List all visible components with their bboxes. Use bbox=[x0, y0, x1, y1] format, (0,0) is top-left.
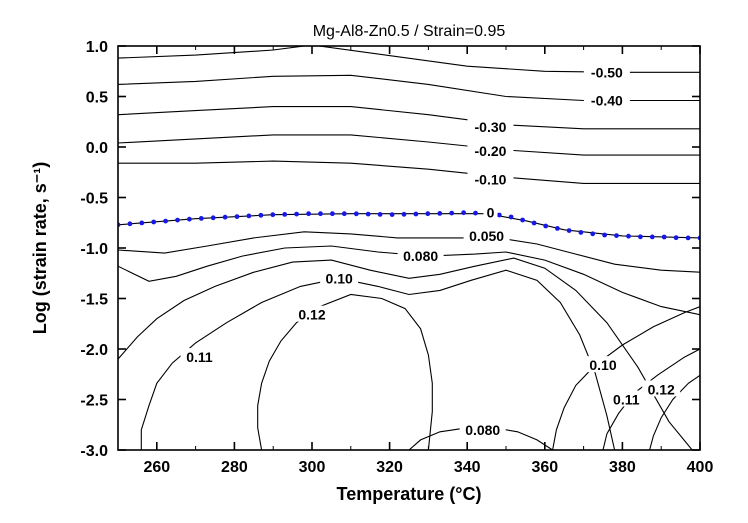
x-tick-label: 300 bbox=[299, 459, 326, 476]
contour-label: 0.11 bbox=[186, 349, 213, 365]
contour-label: 0.12 bbox=[648, 381, 675, 397]
zero-contour-dot bbox=[614, 233, 619, 238]
zero-contour-dot bbox=[497, 213, 502, 218]
contour-label: 0.080 bbox=[403, 248, 438, 264]
contour-label: 0.11 bbox=[613, 392, 640, 408]
zero-contour-dot bbox=[650, 235, 655, 240]
y-tick-label: -3.0 bbox=[80, 443, 108, 460]
zero-contour-dot bbox=[390, 212, 395, 217]
zero-contour-dot bbox=[425, 211, 430, 216]
zero-contour-dot bbox=[175, 218, 180, 223]
zero-contour-dot bbox=[520, 218, 525, 223]
x-tick-label: 380 bbox=[609, 459, 636, 476]
zero-contour-dot bbox=[270, 212, 275, 217]
contour-label: -0.10 bbox=[475, 171, 507, 187]
contour-plot: Mg-Al8-Zn0.5 / Strain=0.95-0.50-0.40-0.3… bbox=[0, 0, 748, 523]
y-tick-label: -1.0 bbox=[80, 241, 108, 258]
zero-contour-dot bbox=[342, 211, 347, 216]
zero-contour-dot bbox=[509, 215, 514, 220]
zero-contour-dot bbox=[139, 221, 144, 226]
contour-label: -0.30 bbox=[475, 119, 507, 135]
zero-contour-dot bbox=[686, 236, 691, 241]
zero-contour-dot bbox=[532, 221, 537, 226]
contour-label: 0.12 bbox=[298, 307, 325, 323]
contour-label: -0.40 bbox=[591, 93, 623, 109]
zero-contour-dot bbox=[414, 212, 419, 217]
y-tick-label: -2.5 bbox=[80, 393, 108, 410]
zero-contour-dot bbox=[187, 217, 192, 222]
zero-contour-dot bbox=[306, 211, 311, 216]
y-tick-label: -0.5 bbox=[80, 191, 108, 208]
x-tick-label: 260 bbox=[143, 459, 170, 476]
zero-contour-dot bbox=[449, 211, 454, 216]
zero-contour-dot bbox=[330, 211, 335, 216]
y-tick-label: 0.5 bbox=[86, 90, 108, 107]
y-axis-label: Log (strain rate, s⁻¹) bbox=[30, 162, 50, 335]
zero-contour-dot bbox=[366, 212, 371, 217]
contour-label: -0.20 bbox=[475, 143, 507, 159]
contour-label: 0.080 bbox=[465, 422, 500, 438]
zero-contour-dot bbox=[543, 224, 548, 229]
zero-contour-dot bbox=[602, 233, 607, 238]
zero-contour-dot bbox=[151, 220, 156, 225]
zero-contour-dot bbox=[211, 215, 216, 220]
zero-contour-dot bbox=[282, 212, 287, 217]
zero-contour-dot bbox=[354, 211, 359, 216]
zero-contour-dot bbox=[235, 214, 240, 219]
zero-contour-dot bbox=[579, 230, 584, 235]
zero-contour-dot bbox=[199, 216, 204, 221]
zero-contour-dot bbox=[318, 211, 323, 216]
zero-contour-dot bbox=[590, 231, 595, 236]
x-tick-label: 280 bbox=[221, 459, 248, 476]
y-tick-label: -1.5 bbox=[80, 292, 108, 309]
zero-contour-dot bbox=[163, 219, 168, 224]
zero-contour-dot bbox=[437, 211, 442, 216]
y-tick-label: 1.0 bbox=[86, 39, 108, 56]
chart-title: Mg-Al8-Zn0.5 / Strain=0.95 bbox=[313, 23, 506, 40]
x-tick-label: 340 bbox=[454, 459, 481, 476]
contour-label: 0 bbox=[487, 205, 495, 221]
y-tick-label: 0.0 bbox=[86, 140, 108, 157]
contour-label: -0.50 bbox=[591, 64, 623, 80]
zero-contour-dot bbox=[674, 235, 679, 240]
zero-contour-dot bbox=[259, 213, 264, 218]
x-axis-label: Temperature (°C) bbox=[337, 484, 482, 504]
y-tick-label: -2.0 bbox=[80, 342, 108, 359]
contour-label: 0.050 bbox=[469, 228, 504, 244]
zero-contour-dot bbox=[461, 210, 466, 215]
contour-label: 0.10 bbox=[589, 357, 616, 373]
x-tick-label: 320 bbox=[376, 459, 403, 476]
zero-contour-dot bbox=[223, 215, 228, 220]
x-tick-label: 400 bbox=[687, 459, 714, 476]
chart-container: Mg-Al8-Zn0.5 / Strain=0.95-0.50-0.40-0.3… bbox=[0, 0, 748, 523]
zero-contour-dot bbox=[662, 235, 667, 240]
zero-contour-dot bbox=[626, 234, 631, 239]
zero-contour-dot bbox=[378, 212, 383, 217]
x-tick-label: 360 bbox=[531, 459, 558, 476]
zero-contour-dot bbox=[567, 228, 572, 233]
zero-contour-dot bbox=[638, 234, 643, 239]
zero-contour-dot bbox=[127, 221, 132, 226]
contour-label: 0.10 bbox=[326, 270, 353, 286]
zero-contour-dot bbox=[247, 214, 252, 219]
zero-contour-dot bbox=[402, 212, 407, 217]
zero-contour-dot bbox=[555, 226, 560, 231]
zero-contour-dot bbox=[294, 212, 299, 217]
zero-contour-dot bbox=[473, 211, 478, 216]
